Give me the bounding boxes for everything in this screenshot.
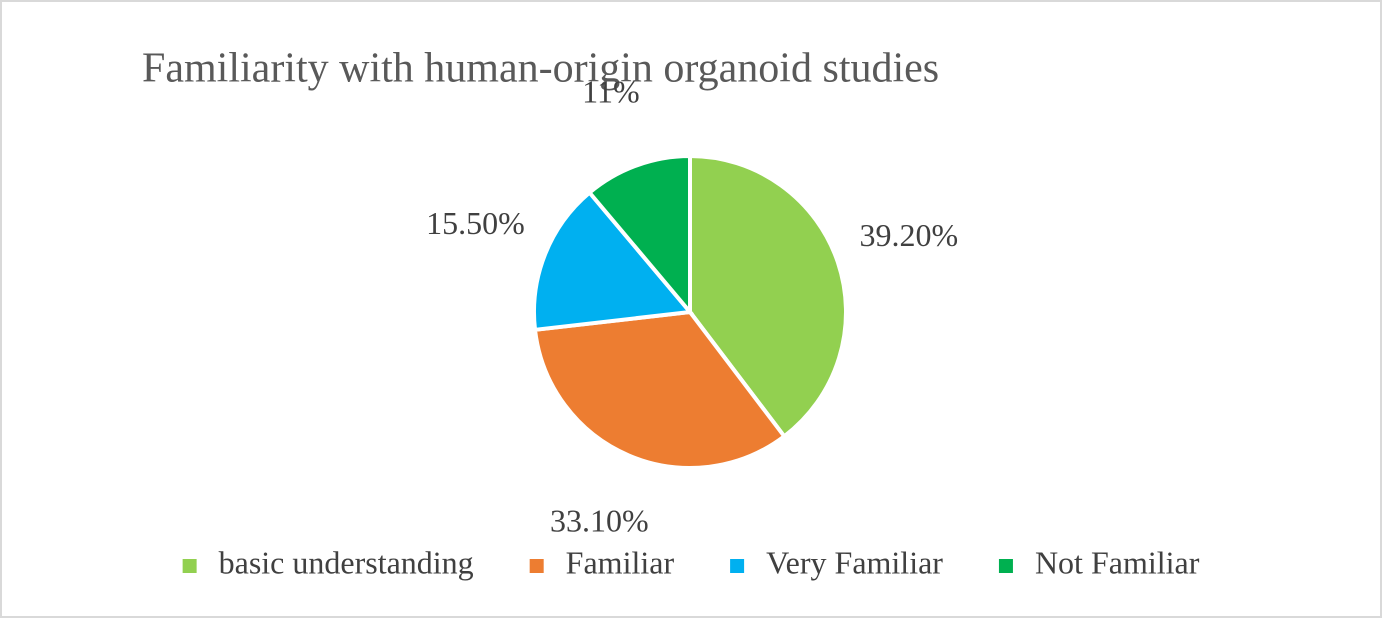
pie-slice (688, 153, 848, 440)
legend-marker (730, 559, 745, 573)
legend-marker (182, 559, 197, 573)
data-label: 39.20% (860, 217, 959, 253)
legend-marker (529, 559, 544, 573)
legend-label: Not Familiar (1035, 544, 1200, 580)
data-label: 15.50% (426, 205, 525, 241)
legend-label: basic understanding (219, 544, 474, 580)
pie-slice (532, 189, 694, 333)
pie-slice (586, 153, 692, 318)
legend-label: Very Familiar (766, 544, 943, 580)
legend-label: Familiar (566, 544, 675, 580)
pie-slice (532, 309, 788, 470)
chart-title: Familiarity with human-origin organoid s… (142, 46, 939, 92)
legend-marker (998, 559, 1013, 573)
data-label: 33.10% (550, 503, 649, 539)
data-label: 11% (582, 73, 639, 109)
